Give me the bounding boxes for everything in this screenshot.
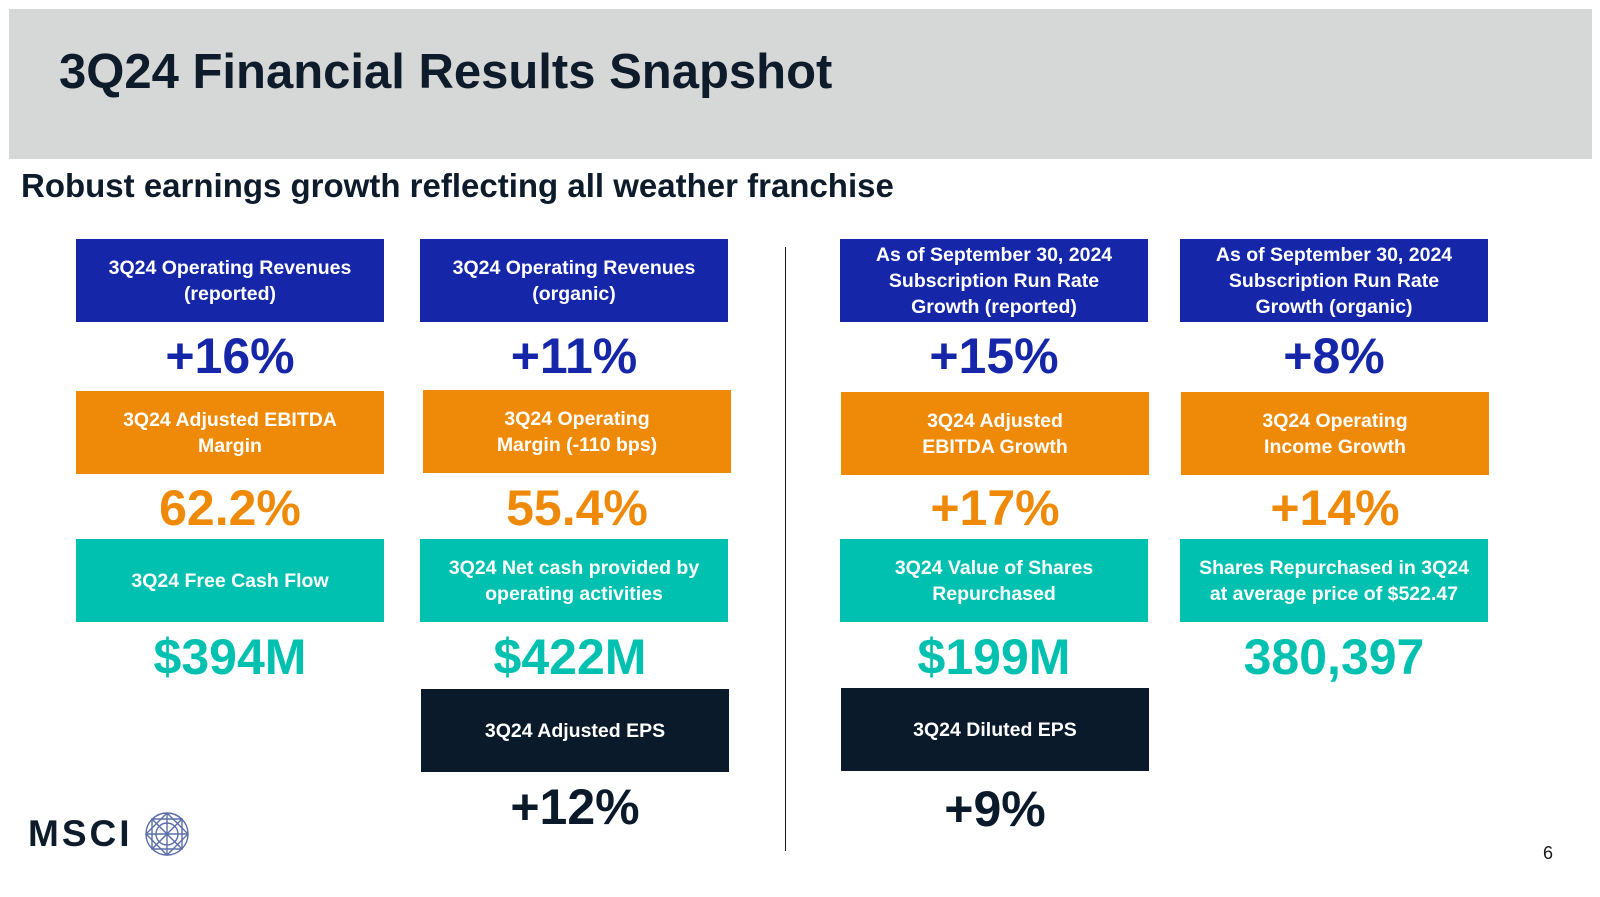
page-number: 6 — [1543, 843, 1554, 863]
srr-organic-label: As of September 30, 2024 Subscription Ru… — [1180, 239, 1488, 322]
adj-eps-value: +12% — [510, 779, 640, 835]
free-cash-flow-label: 3Q24 Free Cash Flow — [76, 539, 384, 622]
adj-ebitda-growth-value: +17% — [930, 480, 1060, 536]
adj-ebitda-growth-label: 3Q24 Adjusted EBITDA Growth — [841, 392, 1149, 475]
srr-reported-value: +15% — [929, 328, 1059, 384]
column-divider — [785, 247, 786, 851]
shares-count-value: 380,397 — [1243, 629, 1425, 685]
net-cash-ops-value: $422M — [493, 629, 647, 685]
op-income-growth-label: 3Q24 Operating Income Growth — [1181, 392, 1489, 475]
srr-organic-value: +8% — [1283, 328, 1385, 384]
logo-text: MSCI — [28, 813, 133, 854]
shares-count-label: Shares Repurchased in 3Q24 at average pr… — [1180, 539, 1488, 622]
shares-value-value: $199M — [917, 629, 1071, 685]
slide-title: 3Q24 Financial Results Snapshot — [59, 45, 833, 99]
diluted-eps-label: 3Q24 Diluted EPS — [841, 688, 1149, 771]
title-bar — [9, 9, 1592, 159]
op-income-growth-value: +14% — [1270, 480, 1400, 536]
srr-reported-label: As of September 30, 2024 Subscription Ru… — [840, 239, 1148, 322]
op-margin-label: 3Q24 Operating Margin (-110 bps) — [423, 390, 731, 473]
op-rev-reported-value: +16% — [165, 328, 295, 384]
free-cash-flow-value: $394M — [153, 629, 307, 685]
adj-ebitda-margin-value: 62.2% — [159, 480, 301, 536]
op-rev-reported-label: 3Q24 Operating Revenues (reported) — [76, 239, 384, 322]
globe-icon — [144, 812, 189, 856]
diluted-eps-value: +9% — [944, 781, 1046, 837]
slide-subtitle: Robust earnings growth reflecting all we… — [21, 167, 894, 204]
shares-value-label: 3Q24 Value of Shares Repurchased — [840, 539, 1148, 622]
net-cash-ops-label: 3Q24 Net cash provided by operating acti… — [420, 539, 728, 622]
op-margin-value: 55.4% — [506, 480, 648, 536]
op-rev-organic-label: 3Q24 Operating Revenues (organic) — [420, 239, 728, 322]
adj-ebitda-margin-label: 3Q24 Adjusted EBITDA Margin — [76, 391, 384, 474]
op-rev-organic-value: +11% — [510, 328, 638, 384]
adj-eps-label: 3Q24 Adjusted EPS — [421, 689, 729, 772]
msci-logo: MSCI — [28, 810, 191, 858]
